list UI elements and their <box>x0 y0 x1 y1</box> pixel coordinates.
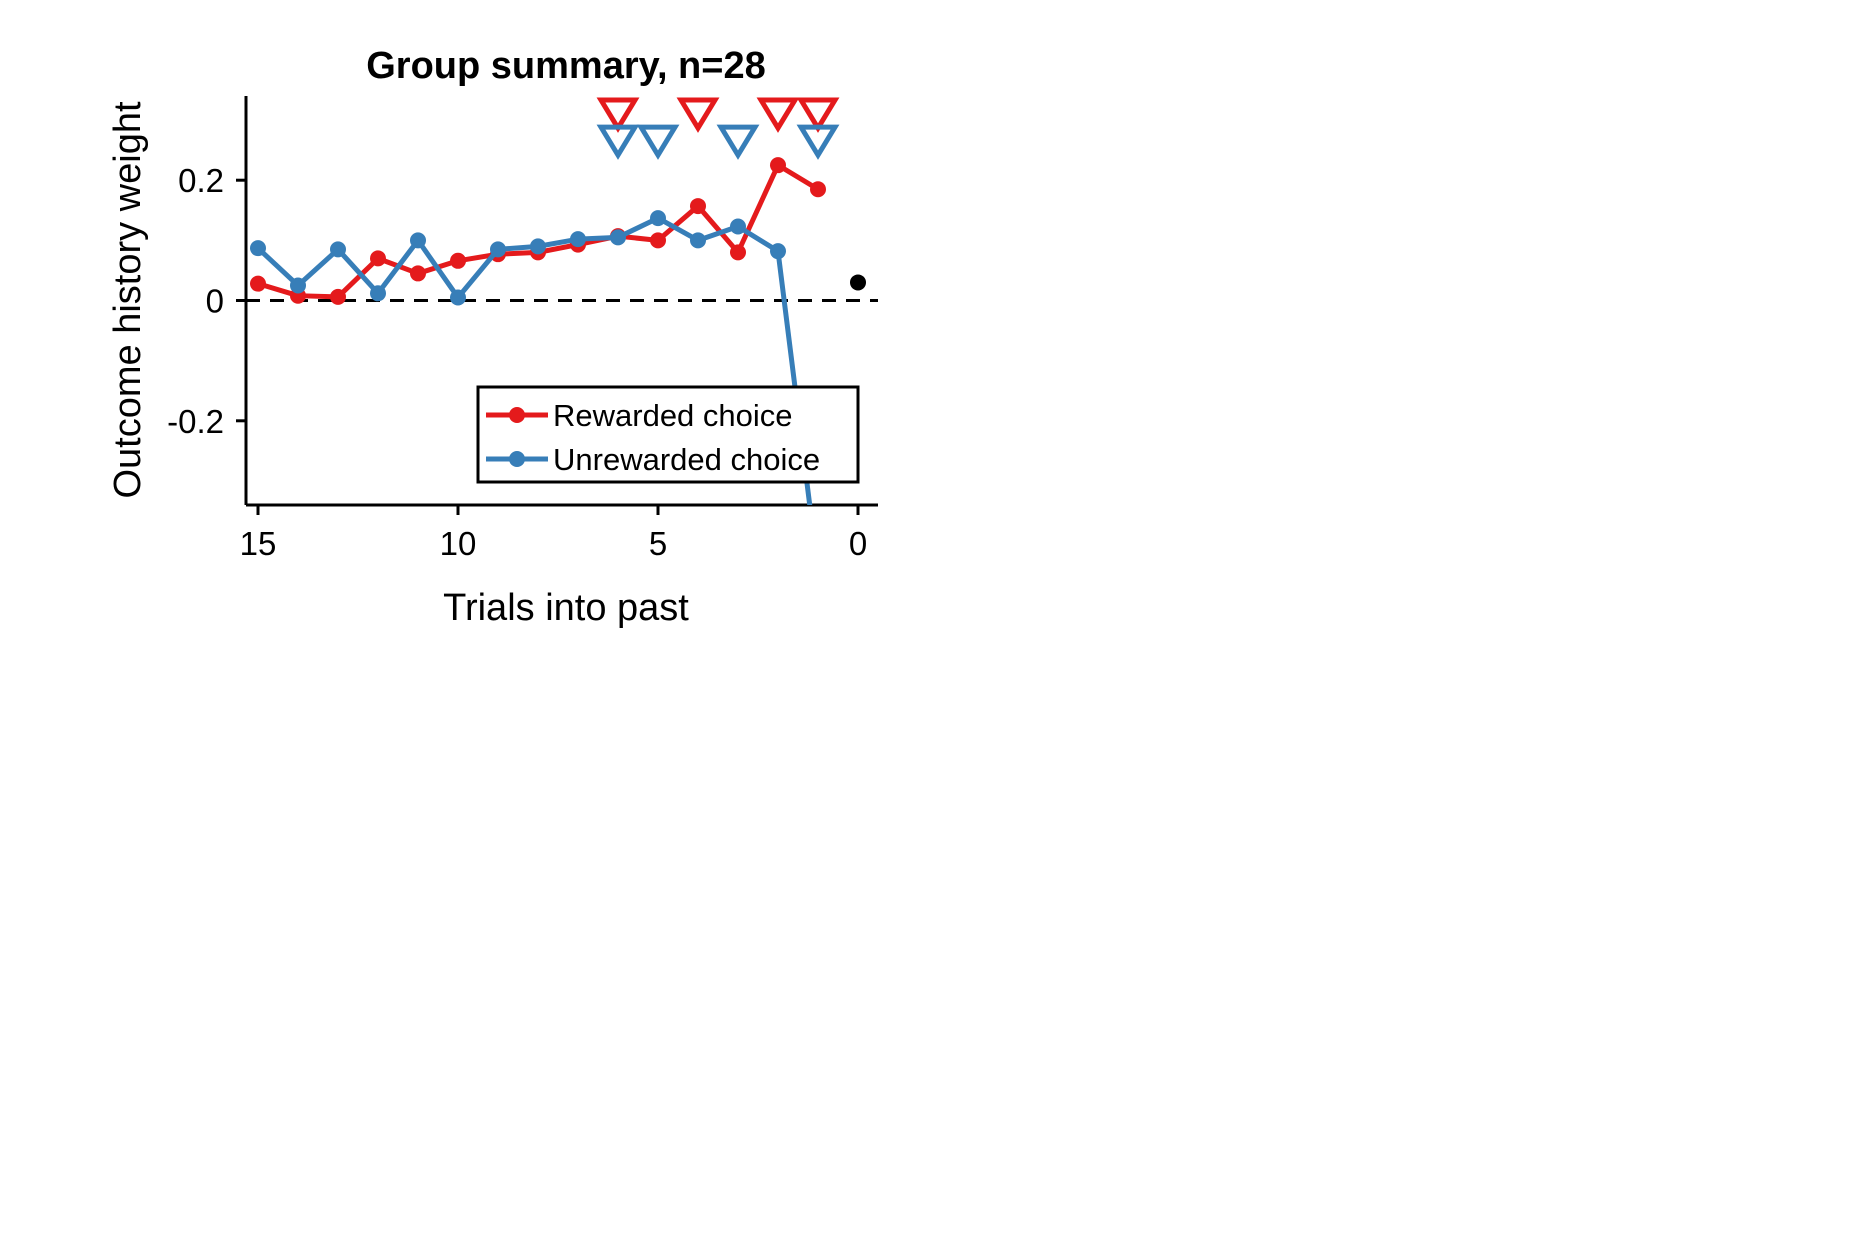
series-1-significance-marker <box>596 97 640 133</box>
series-2-point <box>570 231 586 248</box>
series-1-point <box>330 288 346 305</box>
series-2-point <box>770 243 786 260</box>
legend-box <box>476 385 860 484</box>
series-2-significance-marker <box>636 124 680 160</box>
series-2-point <box>450 289 466 306</box>
series-1-point <box>250 275 266 292</box>
series-2-point <box>410 232 426 249</box>
series-1-point <box>370 250 386 267</box>
y-axis-title: Outcome history weight <box>107 101 149 498</box>
x-tick-label: 10 <box>440 525 477 562</box>
y-tick-label: 0.2 <box>178 162 224 199</box>
series-1-point <box>450 252 466 269</box>
chart-title: Group summary, n=28 <box>366 45 765 87</box>
legend-label: Unreward­ed choice <box>553 442 820 477</box>
x-tick-label: 5 <box>649 525 667 562</box>
series-2-significance-marker <box>596 124 640 160</box>
series-1-point <box>810 181 826 198</box>
series-2-point <box>650 210 666 227</box>
series-1-point <box>650 232 666 249</box>
y-tick-label: 0 <box>206 283 224 320</box>
series-2-point <box>610 229 626 246</box>
x-axis-title: Trials into past <box>443 587 689 629</box>
series-1-point <box>730 244 746 261</box>
x-tick-label: 15 <box>240 525 277 562</box>
x-tick-label: 0 <box>849 525 867 562</box>
series-2-point <box>530 238 546 255</box>
series-2-point <box>330 241 346 258</box>
series-1-point <box>690 198 706 215</box>
series-2-point <box>690 232 706 249</box>
y-tick-label: -0.2 <box>167 403 224 440</box>
series-1-significance-marker <box>796 97 840 133</box>
legend-swatch-point <box>509 451 525 467</box>
series-2-point <box>250 240 266 257</box>
series-2-significance-marker <box>796 124 840 160</box>
series-2-point <box>810 563 826 579</box>
series-1-significance-marker <box>756 97 800 133</box>
series-1-point <box>770 157 786 174</box>
series-1-point <box>410 265 426 282</box>
series-2-point <box>730 218 746 235</box>
series-2 <box>250 210 826 579</box>
series-2-significance-marker <box>716 124 760 160</box>
series-2-point <box>290 277 306 294</box>
series-2-point <box>370 285 386 302</box>
series-2-point <box>490 241 506 258</box>
series-1-significance-marker <box>676 97 720 133</box>
legend-label: Rewarded choice <box>553 398 793 433</box>
extra-point <box>850 274 866 291</box>
legend-swatch-point <box>509 407 525 423</box>
